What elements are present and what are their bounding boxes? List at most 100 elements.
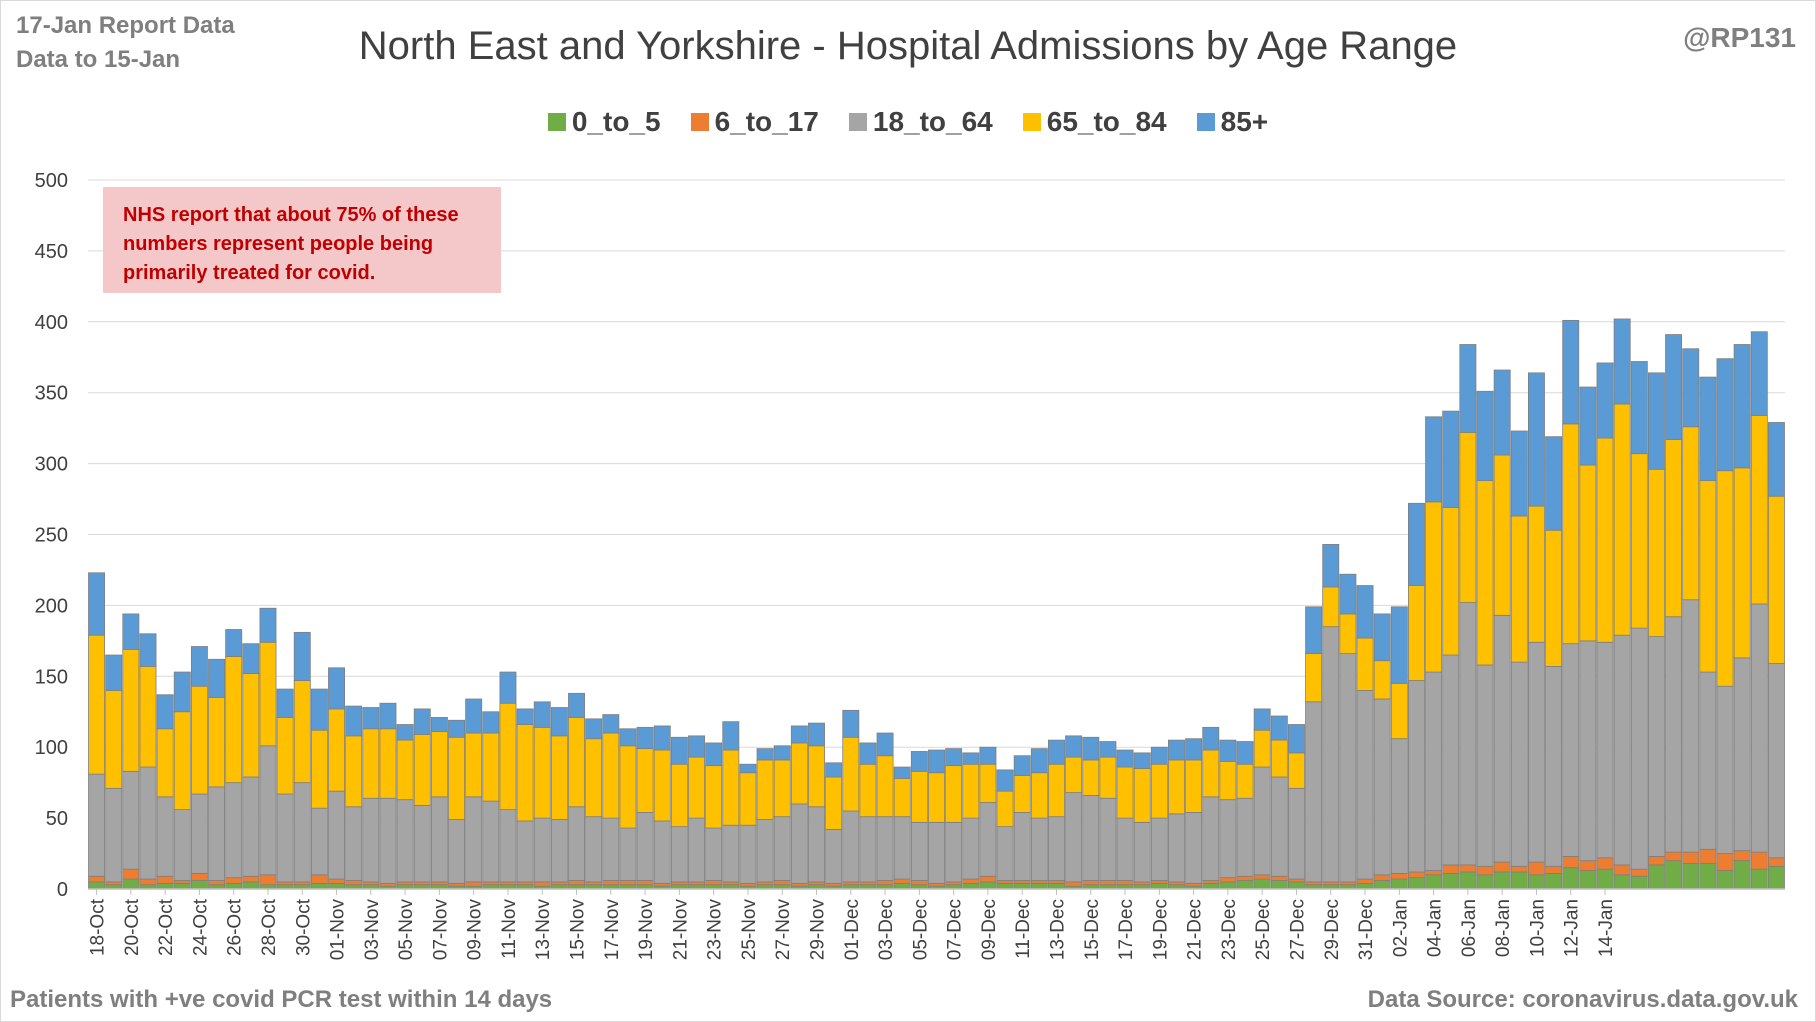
bar-segment-85+[interactable] xyxy=(1665,334,1683,440)
bar-segment-65_to_84[interactable] xyxy=(413,734,431,806)
bar-segment-6_to_17[interactable] xyxy=(1579,860,1597,871)
bar-segment-65_to_84[interactable] xyxy=(1579,464,1597,642)
bar-segment-6_to_17[interactable] xyxy=(1425,870,1443,876)
bar-segment-18_to_64[interactable] xyxy=(1219,799,1237,879)
bar-segment-65_to_84[interactable] xyxy=(499,702,517,810)
bar-segment-65_to_84[interactable] xyxy=(876,755,894,818)
bar-segment-6_to_17[interactable] xyxy=(225,877,243,884)
bar-segment-6_to_17[interactable] xyxy=(602,880,620,886)
bar-segment-85+[interactable] xyxy=(1425,416,1443,503)
bar-segment-18_to_64[interactable] xyxy=(1733,657,1751,852)
bar-segment-65_to_84[interactable] xyxy=(1373,660,1391,700)
bar-segment-6_to_17[interactable] xyxy=(653,882,671,887)
bar-segment-18_to_64[interactable] xyxy=(1425,671,1443,871)
bar-segment-85+[interactable] xyxy=(156,694,174,730)
bar-segment-0_to_5[interactable] xyxy=(1253,878,1271,890)
bar-segment-0_to_5[interactable] xyxy=(1613,874,1631,890)
bar-segment-0_to_5[interactable] xyxy=(1048,882,1065,890)
bar-segment-65_to_84[interactable] xyxy=(1545,529,1563,667)
bar-segment-6_to_17[interactable] xyxy=(1150,880,1168,884)
bar-segment-65_to_84[interactable] xyxy=(208,697,226,788)
bar-segment-65_to_84[interactable] xyxy=(1630,453,1648,629)
bar-segment-65_to_84[interactable] xyxy=(859,763,877,818)
bar-segment-18_to_64[interactable] xyxy=(1253,766,1271,876)
bar-segment-6_to_17[interactable] xyxy=(1305,881,1323,886)
bar-segment-18_to_64[interactable] xyxy=(430,796,448,883)
bar-segment-18_to_64[interactable] xyxy=(550,819,568,883)
bar-segment-85+[interactable] xyxy=(1099,741,1117,758)
bar-segment-65_to_84[interactable] xyxy=(1510,515,1528,663)
bar-segment-18_to_64[interactable] xyxy=(1459,602,1477,866)
bar-segment-6_to_17[interactable] xyxy=(1030,880,1048,884)
bar-segment-85+[interactable] xyxy=(1510,430,1528,517)
bar-segment-65_to_84[interactable] xyxy=(1767,495,1785,664)
bar-segment-65_to_84[interactable] xyxy=(619,745,637,829)
bar-segment-85+[interactable] xyxy=(516,708,534,725)
bar-segment-85+[interactable] xyxy=(996,769,1014,792)
bar-segment-18_to_64[interactable] xyxy=(156,796,174,877)
bar-segment-6_to_17[interactable] xyxy=(739,882,757,887)
bar-segment-85+[interactable] xyxy=(1168,739,1185,761)
bar-segment-0_to_5[interactable] xyxy=(1390,878,1408,890)
bar-segment-18_to_64[interactable] xyxy=(173,809,191,881)
bar-segment-6_to_17[interactable] xyxy=(1322,881,1340,886)
bar-segment-18_to_64[interactable] xyxy=(945,821,963,883)
bar-segment-65_to_84[interactable] xyxy=(688,756,705,819)
bar-segment-18_to_64[interactable] xyxy=(756,819,774,883)
bar-segment-6_to_17[interactable] xyxy=(1699,848,1717,864)
bar-segment-85+[interactable] xyxy=(825,762,843,778)
bar-segment-65_to_84[interactable] xyxy=(1322,586,1340,628)
bar-segment-85+[interactable] xyxy=(585,718,603,740)
bar-segment-6_to_17[interactable] xyxy=(1733,850,1751,862)
bar-segment-18_to_64[interactable] xyxy=(208,786,226,881)
bar-segment-18_to_64[interactable] xyxy=(790,803,808,884)
bar-segment-18_to_64[interactable] xyxy=(362,797,380,883)
bar-segment-18_to_64[interactable] xyxy=(1442,654,1460,866)
bar-segment-85+[interactable] xyxy=(190,646,208,687)
bar-segment-85+[interactable] xyxy=(345,705,363,737)
bar-segment-65_to_84[interactable] xyxy=(773,759,791,818)
bar-segment-85+[interactable] xyxy=(1733,344,1751,469)
bar-segment-6_to_17[interactable] xyxy=(1476,865,1494,876)
bar-segment-18_to_64[interactable] xyxy=(1099,797,1117,881)
bar-segment-85+[interactable] xyxy=(1150,746,1168,765)
bar-segment-6_to_17[interactable] xyxy=(962,878,980,884)
bar-segment-6_to_17[interactable] xyxy=(1253,874,1271,880)
bar-segment-18_to_64[interactable] xyxy=(1133,821,1151,883)
bar-segment-85+[interactable] xyxy=(876,732,894,757)
bar-segment-6_to_17[interactable] xyxy=(1716,853,1734,871)
bar-segment-65_to_84[interactable] xyxy=(362,728,380,799)
bar-segment-18_to_64[interactable] xyxy=(1082,795,1100,881)
bar-segment-6_to_17[interactable] xyxy=(636,880,654,886)
bar-segment-6_to_17[interactable] xyxy=(345,880,363,886)
bar-segment-0_to_5[interactable] xyxy=(1408,877,1425,890)
bar-segment-18_to_64[interactable] xyxy=(962,817,980,880)
bar-segment-6_to_17[interactable] xyxy=(1493,861,1511,873)
bar-segment-65_to_84[interactable] xyxy=(1527,505,1545,643)
bar-segment-0_to_5[interactable] xyxy=(1527,874,1545,890)
bar-segment-65_to_84[interactable] xyxy=(602,732,620,819)
bar-segment-6_to_17[interactable] xyxy=(1339,881,1357,886)
bar-segment-0_to_5[interactable] xyxy=(225,882,243,890)
bar-segment-85+[interactable] xyxy=(653,725,671,751)
bar-segment-6_to_17[interactable] xyxy=(448,882,465,887)
bar-segment-0_to_5[interactable] xyxy=(962,882,980,890)
bar-segment-85+[interactable] xyxy=(910,751,928,772)
bar-segment-6_to_17[interactable] xyxy=(1562,855,1580,869)
bar-segment-18_to_64[interactable] xyxy=(1339,653,1357,883)
bar-segment-0_to_5[interactable] xyxy=(1510,871,1528,890)
bar-segment-18_to_64[interactable] xyxy=(979,802,997,877)
bar-segment-18_to_64[interactable] xyxy=(1665,616,1683,853)
bar-segment-18_to_64[interactable] xyxy=(465,796,483,883)
bar-segment-18_to_64[interactable] xyxy=(568,806,585,881)
bar-segment-6_to_17[interactable] xyxy=(1665,851,1683,862)
bar-segment-65_to_84[interactable] xyxy=(448,736,465,820)
bar-segment-65_to_84[interactable] xyxy=(242,673,260,778)
bar-segment-0_to_5[interactable] xyxy=(1425,874,1443,890)
bar-segment-85+[interactable] xyxy=(722,721,740,751)
bar-segment-85+[interactable] xyxy=(1459,344,1477,433)
bar-segment-18_to_64[interactable] xyxy=(328,790,346,880)
bar-segment-85+[interactable] xyxy=(773,745,791,761)
bar-segment-85+[interactable] xyxy=(1013,755,1031,776)
bar-segment-18_to_64[interactable] xyxy=(310,807,328,876)
